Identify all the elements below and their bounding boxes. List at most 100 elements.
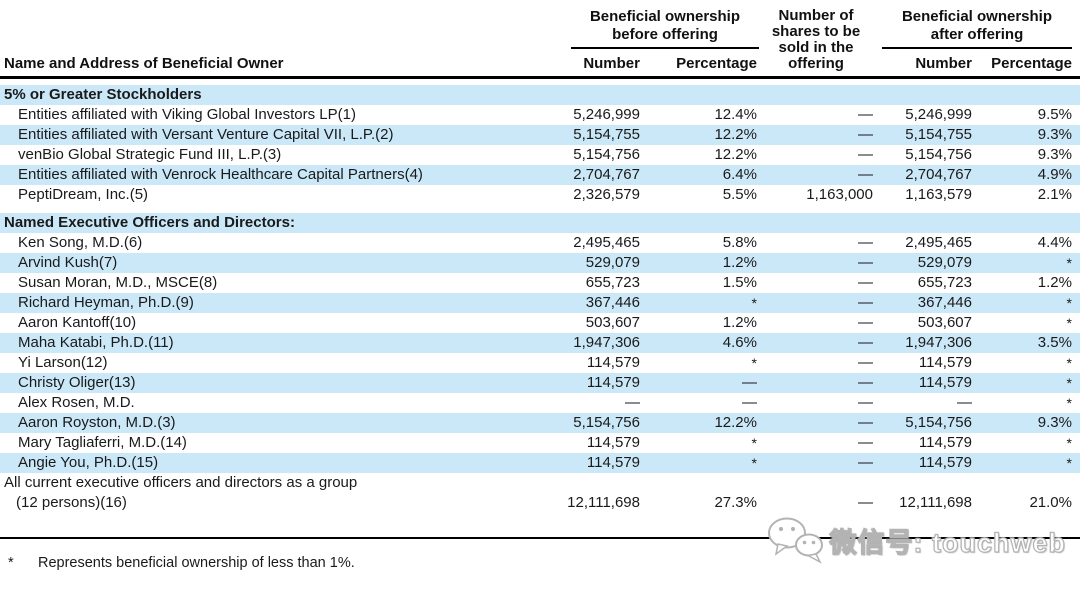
bottom-rule [0,537,1080,539]
value-cell: — [858,314,873,331]
section-title: Named Executive Officers and Directors: [4,214,295,231]
section-spacer [0,78,1080,86]
value-cell: 655,723 [585,274,640,291]
owner-name: Maha Katabi, Ph.D.(11) [18,334,174,351]
value-cell: — [858,374,873,391]
value-cell: 5.8% [722,234,757,251]
table-row: Angie You, Ph.D.(15) 114,579 * — 114,579 * [0,453,1080,473]
value-cell: * [1066,315,1072,331]
before-percentage-header: Percentage [640,53,757,80]
section-spacer [0,205,1080,213]
table-row: Entities affiliated with Viking Global I… [0,105,1080,125]
value-cell: 9.3% [1037,414,1072,431]
value-cell: 5,154,756 [573,414,640,431]
table-row: Maha Katabi, Ph.D.(11) 1,947,306 4.6% — 1,94… [0,333,1080,353]
owner-name: Aaron Royston, M.D.(3) [18,414,176,431]
after-offering-label: Beneficial ownership after offering [882,8,1072,49]
before-offering-label: Beneficial ownership before offering [571,8,759,49]
value-cell: 1,163,579 [905,186,972,203]
table-row: Susan Moran, M.D., MSCE(8) 655,723 1.5% — 65… [0,273,1080,293]
after-percentage-header: Percentage [972,53,1080,80]
value-cell: — [858,146,873,163]
value-cell: 9.3% [1037,126,1072,143]
value-cell: * [1066,395,1072,411]
name-column-spacer [0,0,532,53]
value-cell: 5,154,755 [905,126,972,143]
table-row: Aaron Royston, M.D.(3) 5,154,756 12.2% — 5,1… [0,413,1080,433]
group-total-line2: (12 persons)(16) [16,494,127,511]
owner-name: Arvind Kush(7) [18,254,118,271]
table-row: Aaron Kantoff(10) 503,607 1.2% — 503,607 * [0,313,1080,333]
value-cell: 114,579 [918,454,972,471]
value-cell: 2,704,767 [905,166,972,183]
value-cell: 4.6% [722,334,757,351]
watermark: 微信号: touchweb [766,514,1067,566]
owner-name: venBio Global Strategic Fund III, L.P.(3… [18,146,282,163]
value-cell: 12.2% [714,126,757,143]
value-cell: 1.5% [722,274,757,291]
value-cell: 9.5% [1037,106,1072,123]
value-cell: 27.3% [714,494,757,511]
value-cell: 114,579 [586,374,640,391]
value-cell: 2,704,767 [573,166,640,183]
value-cell: 655,723 [917,274,972,291]
value-cell: — [858,274,873,291]
value-cell: * [1066,255,1072,271]
group-total-row: All current executive officers and direc… [0,473,1080,515]
after-number-header: Number [875,53,972,80]
value-cell: — [858,106,873,123]
value-cell: 1.2% [1037,274,1072,291]
group-header-row: Beneficial ownership before offering Num… [0,0,1080,79]
owner-name: Ken Song, M.D.(6) [18,234,143,251]
value-cell: 5,246,999 [573,106,640,123]
group-total-name: All current executive officers and direc… [0,473,532,515]
value-cell: 5,154,756 [905,146,972,163]
value-cell: 2,495,465 [573,234,640,251]
value-cell: 114,579 [918,374,972,391]
owner-name: Yi Larson(12) [18,354,108,371]
spacer-cell [0,205,1080,213]
before-offering-group-header: Beneficial ownership before offering [532,0,759,53]
value-cell: 9.3% [1037,146,1072,163]
value-cell: * [751,295,757,311]
value-cell: — [858,126,873,143]
value-cell: * [1066,355,1072,371]
value-cell: 3.5% [1037,334,1072,351]
value-cell: 4.9% [1037,166,1072,183]
name-column-header: Name and Address of Beneficial Owner [0,53,532,80]
owner-name: Entities affiliated with Venrock Healthc… [18,166,423,183]
value-cell: 4.4% [1037,234,1072,251]
owner-name: Richard Heyman, Ph.D.(9) [18,294,194,311]
table-row: Entities affiliated with Versant Venture… [0,125,1080,145]
value-cell: 503,607 [585,314,640,331]
value-cell: 12.4% [714,106,757,123]
owner-name: Entities affiliated with Viking Global I… [18,106,356,123]
value-cell: 12,111,698 [567,494,640,511]
value-cell: 2,326,579 [573,186,640,203]
owner-name: Entities affiliated with Versant Venture… [18,126,394,143]
footnote: * Represents beneficial ownership of les… [0,555,1080,571]
value-cell: * [1066,435,1072,451]
value-cell: 2,495,465 [905,234,972,251]
table-row: PeptiDream, Inc.(5) 2,326,579 5.5% 1,163,00… [0,185,1080,205]
owner-name: Susan Moran, M.D., MSCE(8) [18,274,218,291]
value-cell: * [751,435,757,451]
value-cell: — [858,414,873,431]
value-cell: — [858,254,873,271]
section-title-row: Named Executive Officers and Directors: [0,213,1080,233]
owner-name: Christy Oliger(13) [18,374,136,391]
value-cell: 5,246,999 [905,106,972,123]
table-row: venBio Global Strategic Fund III, L.P.(3… [0,145,1080,165]
footnote-text: Represents beneficial ownership of less … [38,555,355,571]
value-cell: 1.2% [722,254,757,271]
owner-name: Alex Rosen, M.D. [18,394,135,411]
table-row: Richard Heyman, Ph.D.(9) 367,446 * — 367,446… [0,293,1080,313]
value-cell: 503,607 [917,314,972,331]
before-number-header: Number [532,53,640,80]
value-cell: — [625,394,640,411]
value-cell: — [742,374,757,391]
value-cell: 114,579 [918,434,972,451]
column-header-row: Name and Address of Beneficial Owner Num… [0,53,1080,80]
value-cell: * [1066,375,1072,391]
